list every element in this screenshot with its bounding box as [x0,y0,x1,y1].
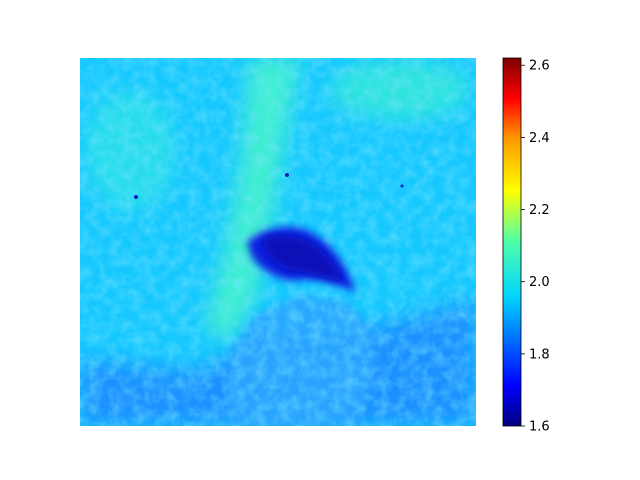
colorbar-tick-label: 2.2 [529,203,550,218]
colorbar: 1.6 1.8 2.0 2.2 2.4 2.6 [502,57,550,435]
colorbar-tick-label: 1.6 [529,420,550,435]
colorbar-tick-label: 2.0 [529,275,550,290]
colorbar-tick-label: 2.4 [529,131,550,146]
colorbar-ticks: 1.6 1.8 2.0 2.2 2.4 2.6 [521,59,550,435]
heatmap-image [80,58,476,426]
colorbar-gradient [502,57,522,427]
colorbar-tick-label: 2.6 [529,59,550,74]
colorbar-tick-label: 1.8 [529,347,550,362]
